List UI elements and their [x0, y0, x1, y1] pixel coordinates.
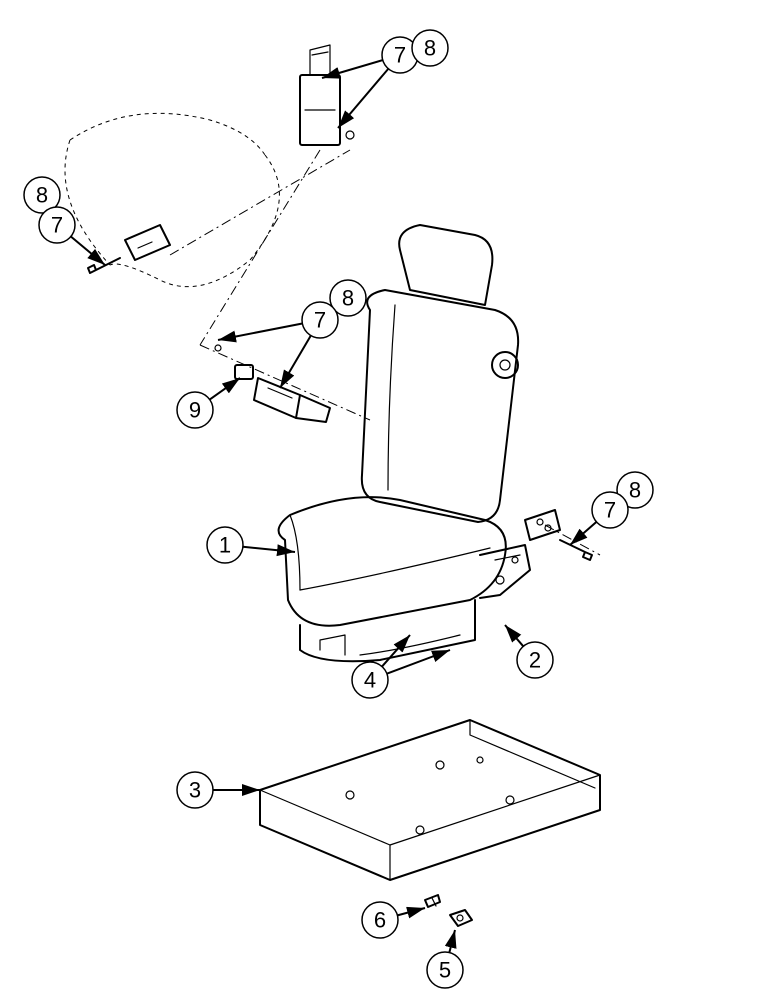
leader-line [397, 908, 425, 915]
leader-line [505, 625, 523, 646]
callout-number: 8 [424, 36, 436, 61]
leader-line [210, 378, 240, 400]
callout-number: 9 [189, 398, 201, 423]
leader-line [71, 237, 105, 265]
leader-line [449, 930, 455, 953]
callout-number: 8 [36, 183, 48, 208]
callout-number: 7 [394, 43, 406, 68]
leader-line [322, 60, 383, 78]
callout-number: 2 [529, 648, 541, 673]
callout-number: 7 [314, 308, 326, 333]
callout-number: 6 [374, 908, 386, 933]
leader-line [280, 336, 311, 388]
leader-line [218, 323, 302, 340]
callout-number: 7 [51, 213, 63, 238]
base-plate [260, 720, 600, 880]
callout-number: 1 [219, 533, 231, 558]
callout-number: 5 [439, 958, 451, 983]
hardware-bottom [425, 895, 472, 926]
leader-line [387, 650, 450, 674]
belt-buckle [200, 345, 370, 422]
callout-number: 8 [629, 478, 641, 503]
upper-mount-detail [65, 45, 354, 287]
leader-line [570, 522, 596, 545]
seat-assembly [279, 225, 592, 661]
callout-number: 7 [604, 498, 616, 523]
callout-number: 3 [189, 778, 201, 803]
callout-number: 4 [364, 668, 376, 693]
leader-line [243, 547, 295, 552]
parts-diagram: 788787918742365 [0, 0, 784, 1000]
leader-line [338, 69, 388, 128]
callout-number: 8 [342, 286, 354, 311]
